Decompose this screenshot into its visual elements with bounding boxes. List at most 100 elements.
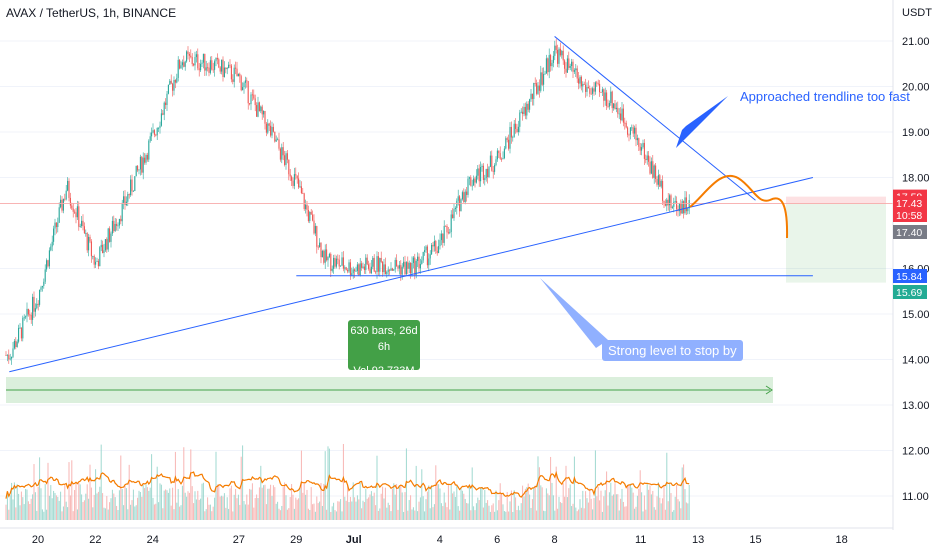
candle-body <box>501 158 503 160</box>
candle-body <box>438 246 440 254</box>
candle-body <box>524 106 526 116</box>
candle-body <box>5 354 7 356</box>
volume-bar <box>233 494 235 520</box>
volume-bar <box>557 508 559 520</box>
candle-body <box>142 157 144 173</box>
candle-body <box>215 57 217 62</box>
candle-body <box>674 201 676 202</box>
candle-body <box>51 241 53 247</box>
candle-body <box>660 180 662 187</box>
volume-bar <box>156 466 158 520</box>
annotation-trendline-fast: Approached trendline too fast <box>740 89 910 104</box>
volume-bar <box>648 489 650 520</box>
candle-body <box>463 192 465 203</box>
volume-bar <box>142 485 144 520</box>
volume-bar <box>589 488 591 520</box>
candle-body <box>531 93 533 99</box>
volume-bar <box>676 485 678 520</box>
y-tick-label: 12.00 <box>902 446 930 458</box>
volume-bar <box>218 485 220 520</box>
candle-body <box>40 287 42 290</box>
volume-bar <box>163 490 165 520</box>
volume-bar <box>258 487 260 520</box>
volume-bar <box>216 484 218 520</box>
candle-body <box>226 67 228 70</box>
volume-bar <box>226 497 228 520</box>
candle-body <box>146 155 148 160</box>
volume-bar <box>237 494 239 520</box>
candle-body <box>410 262 412 274</box>
candle-body <box>235 67 237 69</box>
volume-bar <box>13 482 15 520</box>
candle-body <box>264 111 266 124</box>
volume-bar <box>368 497 370 520</box>
volume-bar <box>106 496 108 520</box>
candle-body <box>548 55 550 73</box>
candle-body <box>639 146 641 151</box>
volume-bar <box>677 499 679 520</box>
volume-bar <box>456 485 458 520</box>
ascending-trendline <box>9 177 814 373</box>
volume-bar <box>411 509 413 520</box>
candle-body <box>541 72 543 85</box>
volume-bar <box>110 498 112 520</box>
volume-bar <box>36 510 38 520</box>
volume-bar <box>12 499 14 520</box>
candle-body <box>608 103 610 107</box>
volume-bar <box>212 506 214 520</box>
volume-bar <box>278 508 280 520</box>
measure-bars: 630 bars, 26d 6h <box>350 325 418 353</box>
volume-bar <box>582 490 584 520</box>
volume-bar <box>214 497 216 520</box>
volume-bar <box>365 488 367 520</box>
volume-bar <box>429 508 431 520</box>
volume-bar <box>141 496 143 520</box>
volume-bar <box>117 509 119 520</box>
volume-bar <box>177 489 179 520</box>
volume-bar <box>46 509 48 520</box>
volume-bar <box>72 511 74 520</box>
volume-bar <box>523 496 525 520</box>
candle-body <box>359 263 361 276</box>
volume-bar <box>453 491 455 520</box>
candle-body <box>148 140 150 160</box>
volume-bar <box>617 494 619 520</box>
candle-body <box>355 270 357 272</box>
candle-body <box>404 261 406 275</box>
volume-bar <box>473 506 475 520</box>
volume-bar <box>33 464 35 520</box>
candle-body <box>352 269 354 274</box>
volume-bar <box>260 465 262 520</box>
candle-body <box>48 250 50 267</box>
volume-bar <box>408 500 410 520</box>
candle-body <box>109 228 111 242</box>
candle-body <box>111 220 113 234</box>
y-tick-label: 19.00 <box>902 127 930 139</box>
candle-body <box>96 260 98 262</box>
volume-bar <box>158 502 160 520</box>
candle-body <box>207 67 209 69</box>
candle-body <box>478 168 480 182</box>
candle-body <box>354 269 356 272</box>
volume-bar <box>646 484 648 520</box>
volume-bar <box>561 503 563 520</box>
candle-body <box>44 269 46 282</box>
volume-bar <box>270 484 272 520</box>
volume-bar <box>463 493 465 520</box>
candle-body <box>267 123 269 133</box>
candle-body <box>456 200 458 208</box>
candle-body <box>345 267 347 271</box>
volume-bar <box>253 507 255 520</box>
candle-body <box>92 256 94 257</box>
volume-bar <box>531 499 533 520</box>
candle-body <box>673 201 675 207</box>
candle-body <box>646 155 648 161</box>
candle-body <box>118 218 120 226</box>
price-badge-label: 17.43 <box>896 198 922 210</box>
candle-body <box>244 80 246 83</box>
volume-bar <box>597 486 599 520</box>
volume-bar <box>657 482 659 520</box>
volume-bar <box>530 507 532 520</box>
volume-bar <box>649 485 651 520</box>
